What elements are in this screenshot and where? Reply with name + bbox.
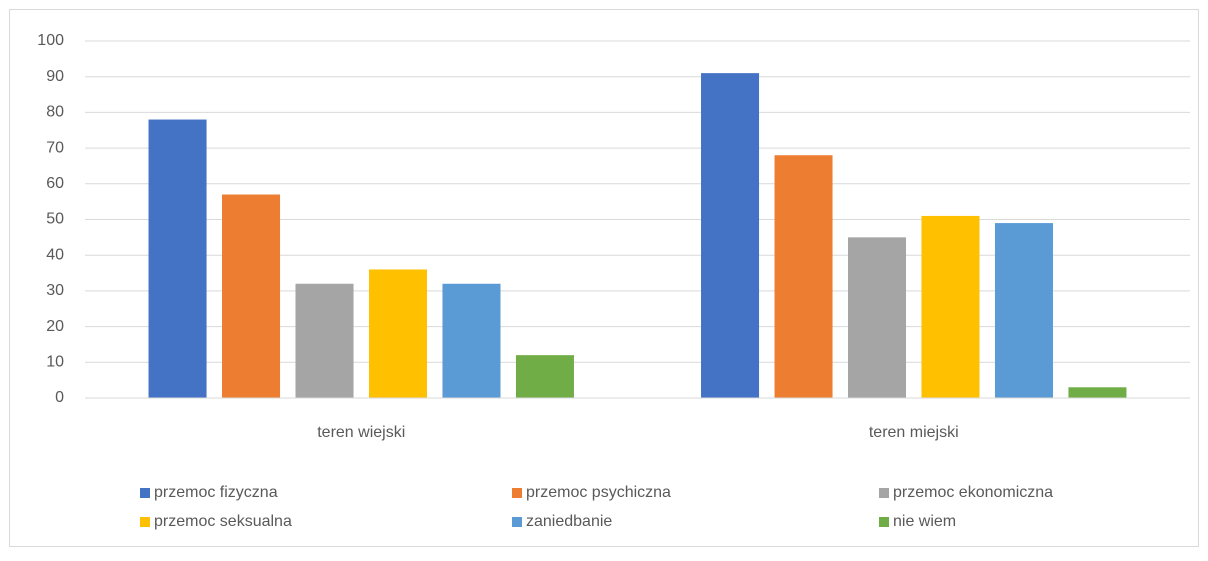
legend-label: nie wiem — [893, 513, 956, 530]
y-tick-label: 10 — [46, 354, 64, 371]
bar — [295, 283, 354, 398]
y-tick-label: 30 — [46, 282, 64, 299]
legend-swatch — [512, 517, 522, 527]
bar — [442, 283, 501, 398]
legend-label: przemoc ekonomiczna — [893, 484, 1053, 501]
x-tick-label: teren miejski — [869, 424, 959, 441]
y-tick-label: 0 — [55, 389, 64, 406]
bar — [701, 73, 760, 398]
bar — [148, 119, 207, 398]
x-tick-label: teren wiejski — [317, 424, 405, 441]
bar — [921, 215, 980, 398]
bar — [368, 269, 427, 398]
bar — [848, 237, 907, 398]
bar — [774, 155, 833, 398]
y-tick-label: 20 — [46, 318, 64, 335]
y-tick-label: 90 — [46, 68, 64, 85]
bar — [222, 194, 281, 398]
legend-swatch — [140, 517, 150, 527]
y-tick-label: 60 — [46, 175, 64, 192]
legend-label: przemoc psychiczna — [526, 484, 671, 501]
legend-label: przemoc fizyczna — [154, 484, 278, 501]
legend-swatch — [879, 488, 889, 498]
legend-label: przemoc seksualna — [154, 513, 292, 530]
y-tick-label: 100 — [37, 32, 64, 49]
bar — [994, 223, 1053, 398]
bar — [515, 355, 574, 398]
legend-label: zaniedbanie — [526, 513, 612, 530]
y-tick-label: 70 — [46, 139, 64, 156]
legend-swatch — [879, 517, 889, 527]
legend-swatch — [140, 488, 150, 498]
legend-swatch — [512, 488, 522, 498]
bar — [1068, 387, 1127, 398]
y-tick-label: 80 — [46, 104, 64, 121]
y-tick-label: 50 — [46, 211, 64, 228]
y-tick-label: 40 — [46, 246, 64, 263]
